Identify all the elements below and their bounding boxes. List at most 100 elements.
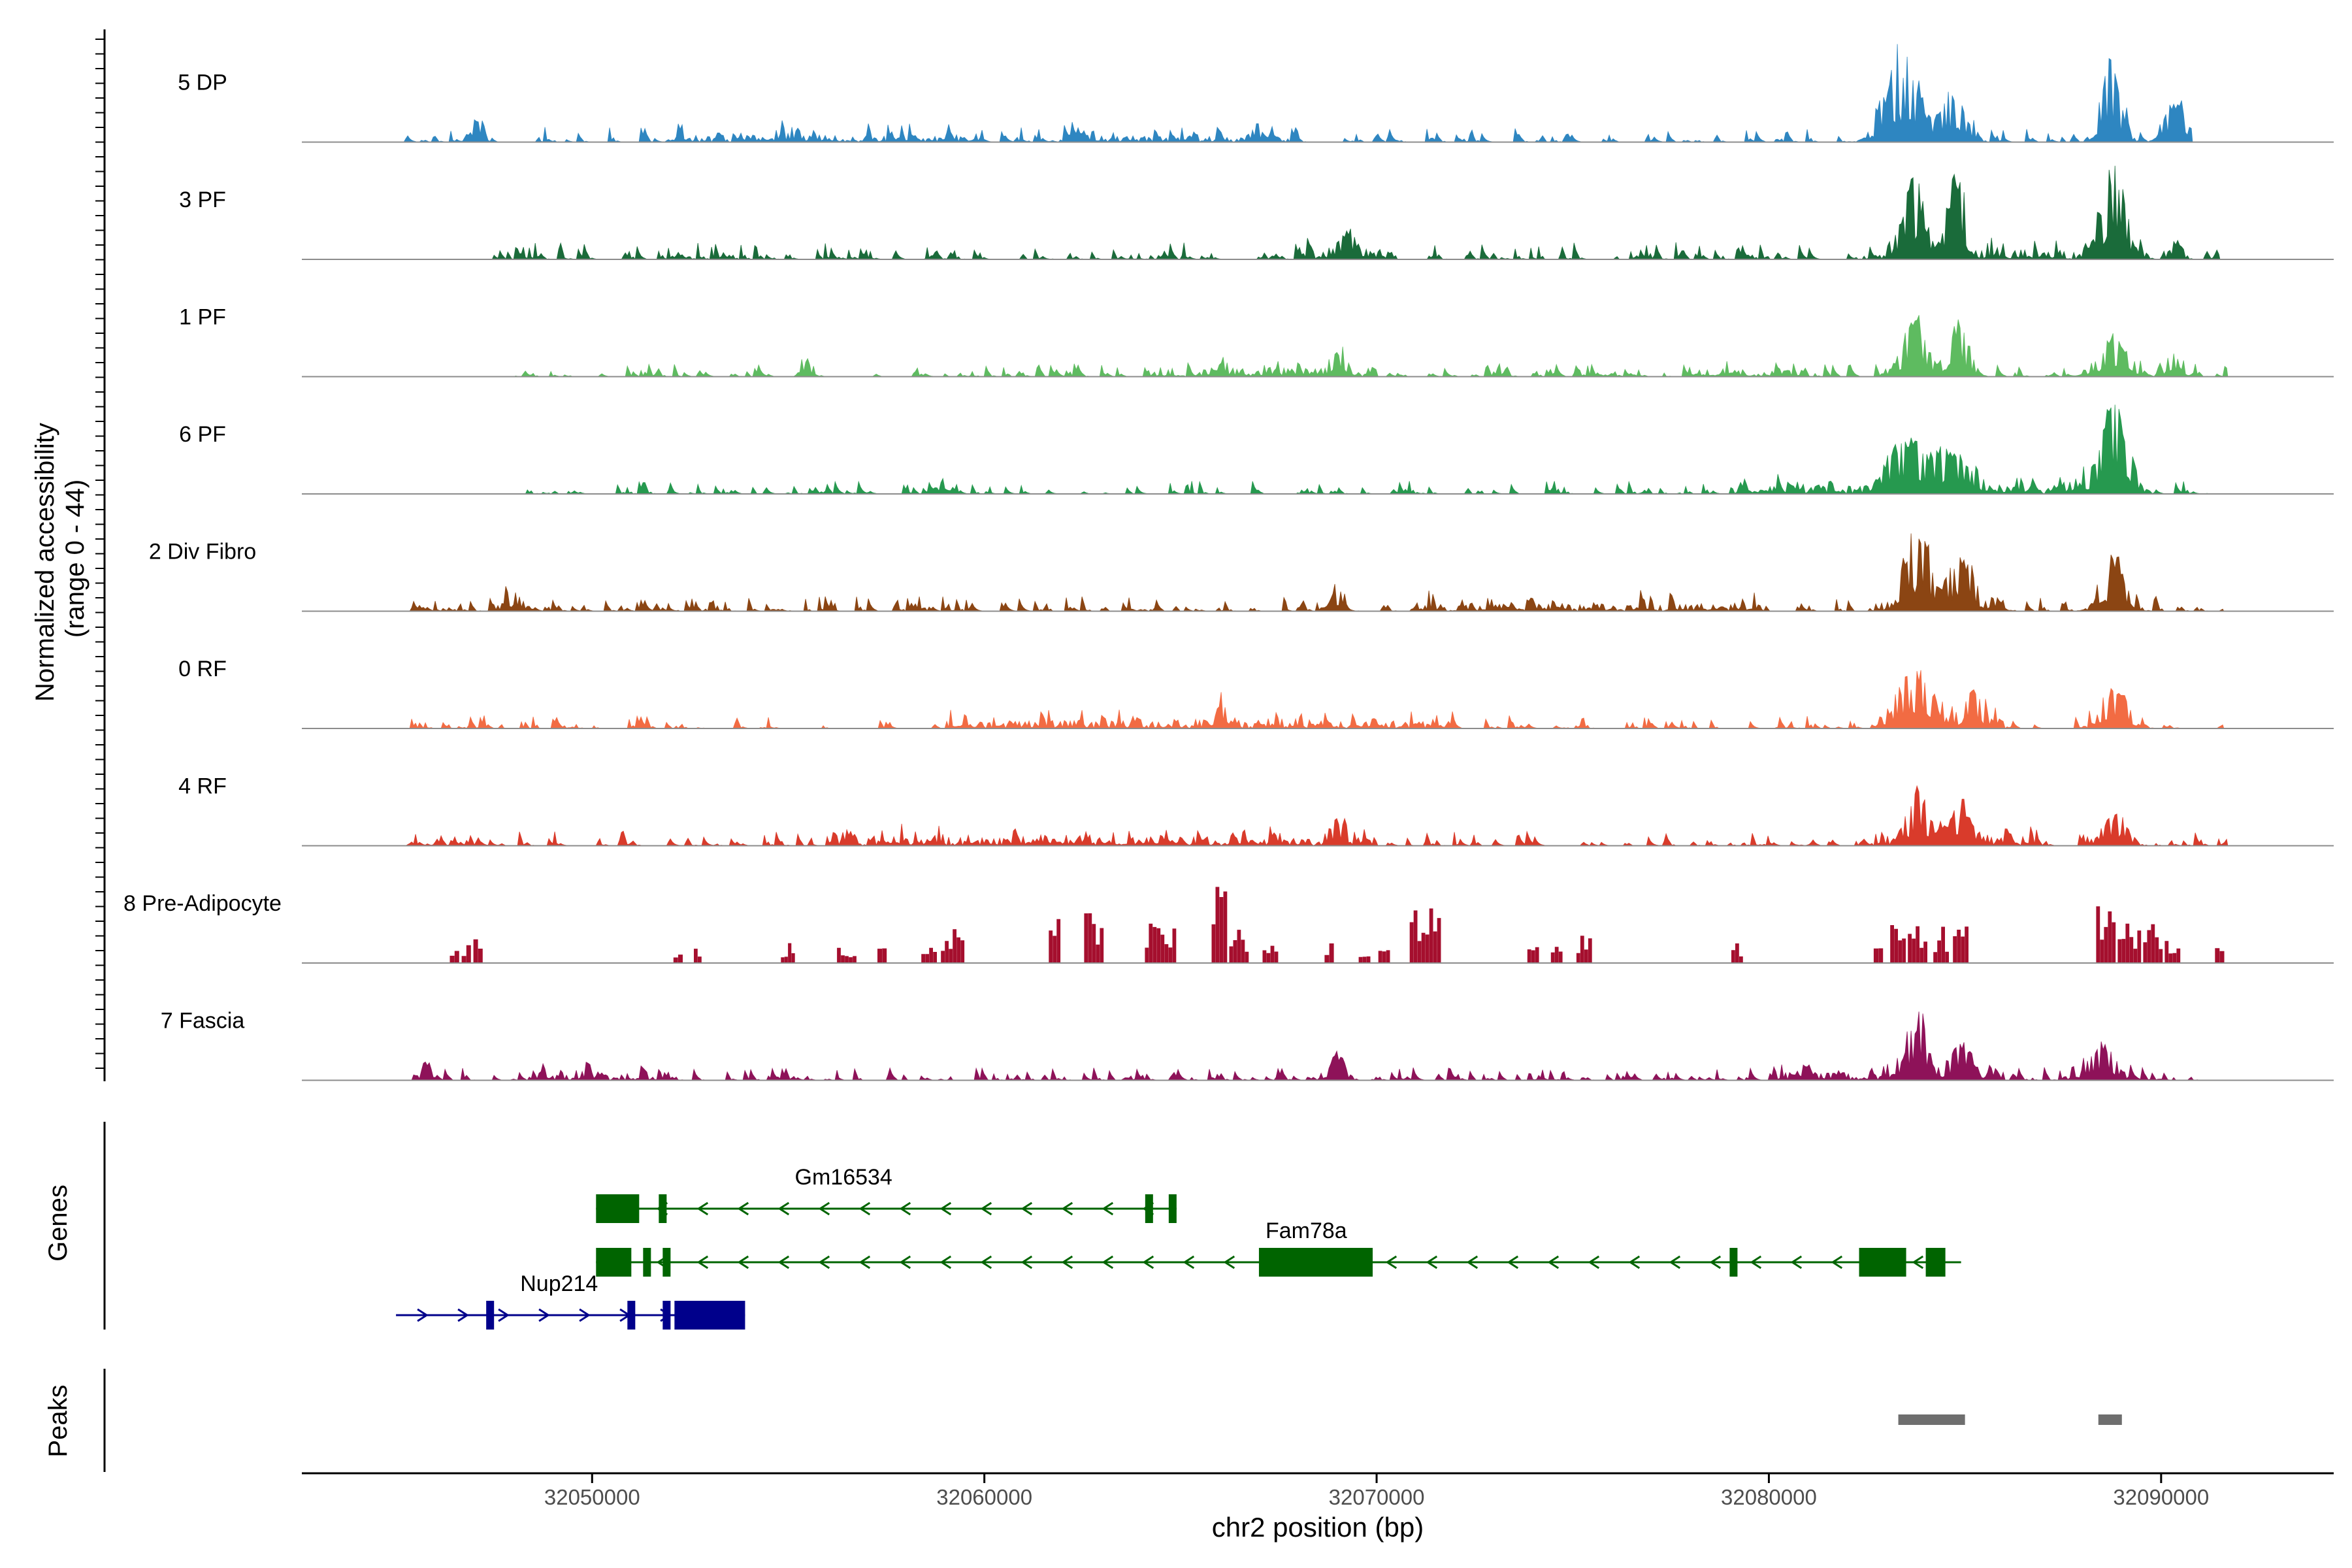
strand-arrow: [1831, 1255, 1843, 1269]
gene-exon: [1859, 1248, 1906, 1277]
coverage-track: 5 DP: [178, 44, 2334, 143]
x-tick-label: 32070000: [1329, 1485, 1425, 1509]
y-axis-title-line2: (range 0 - 44): [61, 480, 90, 638]
coverage-track: 3 PF: [179, 165, 2334, 260]
gene-label: Fam78a: [1266, 1218, 1347, 1243]
strand-arrow: [498, 1308, 510, 1322]
strand-arrow: [1709, 1255, 1722, 1269]
coverage-track: 6 PF: [179, 404, 2334, 495]
strand-arrow: [696, 1255, 709, 1269]
gene-exon: [1145, 1194, 1153, 1223]
strand-arrow: [818, 1201, 830, 1216]
strand-arrow: [457, 1308, 469, 1322]
strand-arrow: [899, 1255, 911, 1269]
y-axis-title: Normalized accessibility (range 0 - 44): [31, 416, 90, 702]
strand-arrow: [1750, 1255, 1762, 1269]
strand-arrow: [1021, 1201, 1033, 1216]
strand-arrow: [1102, 1255, 1114, 1269]
strand-arrow: [1426, 1255, 1438, 1269]
gene-exon: [1925, 1248, 1946, 1277]
strand-arrow: [1669, 1255, 1681, 1269]
strand-arrow: [696, 1201, 709, 1216]
gene-exon: [627, 1301, 636, 1330]
strand-arrow: [818, 1255, 830, 1269]
track-label: 0 RF: [178, 657, 227, 681]
strand-arrow: [1790, 1255, 1803, 1269]
x-axis: 32050000 32060000 32070000 32080000 32090000: [302, 1472, 2334, 1509]
gene-exon: [486, 1301, 495, 1330]
coverage-track: 4 RF: [178, 774, 2334, 847]
gene-exon: [1729, 1248, 1738, 1277]
coverage-area: [482, 165, 2221, 260]
gene-exon: [662, 1248, 671, 1277]
coverage-area: [404, 785, 2229, 847]
track-label: 3 PF: [179, 188, 226, 212]
strand-arrow: [1547, 1255, 1560, 1269]
strand-arrow: [858, 1201, 871, 1216]
coverage-tracks: 5 DP 3 PF 1 PF 6 PF 2 Div Fibro 0 RF 4 RF 8 Pre…: [123, 44, 2334, 1081]
gene-track: Gm16534 Fam78a Nup214: [103, 1122, 1961, 1330]
strand-arrow: [777, 1201, 790, 1216]
peak-track: [103, 1369, 2122, 1472]
coverage-track: 1 PF: [179, 305, 2334, 378]
track-label: 6 PF: [179, 422, 226, 447]
track-label: 7 Fascia: [161, 1009, 245, 1034]
strand-arrow: [417, 1308, 429, 1322]
strand-arrow: [1223, 1255, 1235, 1269]
strand-arrow: [1466, 1255, 1478, 1269]
gene-model: Fam78a: [596, 1218, 1961, 1277]
gene-exon: [643, 1248, 651, 1277]
strand-arrow: [1507, 1255, 1519, 1269]
coverage-track: 7 Fascia: [161, 1009, 2334, 1081]
strand-arrow: [737, 1255, 749, 1269]
gene-exon: [596, 1194, 640, 1223]
strand-arrow: [737, 1201, 749, 1216]
peaks-track-title: Peaks: [44, 1384, 73, 1457]
strand-arrow: [980, 1201, 992, 1216]
strand-arrow: [1588, 1255, 1600, 1269]
strand-arrow: [777, 1255, 790, 1269]
strand-arrow: [1061, 1201, 1073, 1216]
gene-label: Gm16534: [795, 1165, 892, 1190]
y-axis-title-line1: Normalized accessibility: [31, 423, 59, 702]
x-tick-label: 32060000: [936, 1485, 1032, 1509]
strand-arrow: [1385, 1255, 1397, 1269]
strand-arrow: [1912, 1255, 1924, 1269]
track-label: 8 Pre-Adipocyte: [123, 891, 282, 916]
x-tick-label: 32080000: [1721, 1485, 1817, 1509]
coverage-area: [514, 315, 2229, 377]
track-label: 1 PF: [179, 305, 226, 330]
gene-exon: [662, 1301, 671, 1330]
gene-exon: [1258, 1248, 1373, 1277]
coverage-track: 0 RF: [178, 657, 2334, 730]
strand-arrow: [579, 1308, 591, 1322]
coverage-area: [408, 533, 2225, 612]
x-tick-label: 32090000: [2113, 1485, 2209, 1509]
gene-model: Gm16534: [596, 1165, 1177, 1223]
strand-arrow: [939, 1201, 952, 1216]
coverage-track: 2 Div Fibro: [149, 533, 2334, 612]
coverage-track: 8 Pre-Adipocyte: [123, 887, 2334, 964]
x-axis-title: chr2 position (bp): [1212, 1512, 1424, 1543]
strand-arrow: [1142, 1255, 1154, 1269]
track-label: 2 Div Fibro: [149, 540, 256, 564]
strand-arrow: [1102, 1201, 1114, 1216]
strand-arrow: [899, 1201, 911, 1216]
peak-region: [2098, 1414, 2122, 1425]
gene-exon: [674, 1301, 745, 1330]
x-tick-label: 32050000: [544, 1485, 640, 1509]
strand-arrow: [1628, 1255, 1641, 1269]
gene-exon: [596, 1248, 632, 1277]
strand-arrow: [1021, 1255, 1033, 1269]
strand-arrow: [980, 1255, 992, 1269]
track-label: 4 RF: [178, 774, 227, 799]
track-label: 5 DP: [178, 71, 227, 95]
peak-region: [1898, 1414, 1965, 1425]
strand-arrow: [1061, 1255, 1073, 1269]
genes-track-title: Genes: [44, 1184, 73, 1262]
gene-exon: [1168, 1194, 1177, 1223]
strand-arrow: [858, 1255, 871, 1269]
gene-model: Nup214: [396, 1271, 745, 1330]
